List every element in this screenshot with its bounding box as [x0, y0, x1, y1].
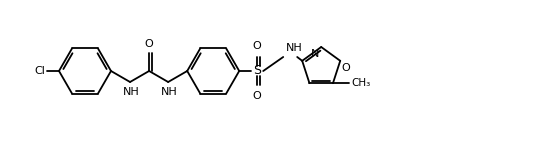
Text: NH: NH [123, 87, 139, 97]
Text: O: O [253, 91, 262, 101]
Text: CH₃: CH₃ [351, 78, 370, 88]
Text: O: O [253, 41, 262, 51]
Text: Cl: Cl [34, 66, 45, 76]
Text: NH: NH [286, 43, 303, 53]
Text: O: O [145, 39, 153, 49]
Text: NH: NH [161, 87, 177, 97]
Text: O: O [341, 63, 350, 73]
Text: S: S [253, 64, 261, 78]
Text: N: N [311, 49, 319, 59]
